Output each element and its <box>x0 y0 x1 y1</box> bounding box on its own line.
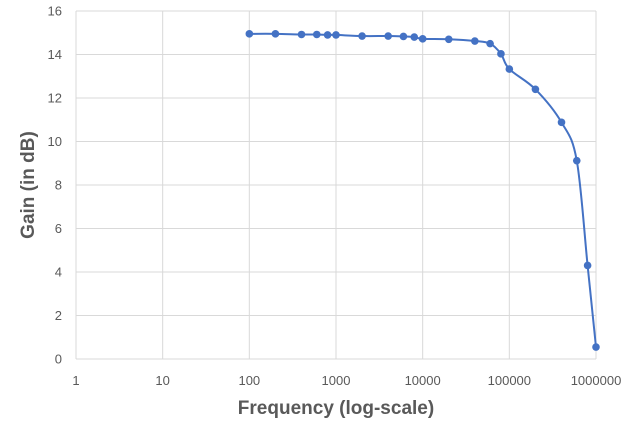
y-tick-label: 0 <box>55 352 62 367</box>
data-point <box>399 32 408 41</box>
tick-labels: 0 2 4 6 8 10 12 14 16 1 10 100 1000 10000 100000 100000… <box>48 4 622 389</box>
y-axis-title: Gain (in dB) <box>18 131 39 239</box>
y-tick-label: 2 <box>55 308 62 323</box>
data-point <box>505 65 514 73</box>
data-point <box>418 35 427 43</box>
data-point <box>583 261 592 270</box>
y-tick-label: 16 <box>48 4 62 19</box>
y-tick-label: 12 <box>48 91 62 106</box>
data-point <box>531 85 540 94</box>
x-tick-label: 10 <box>155 373 169 388</box>
data-point <box>297 30 306 39</box>
x-tick-label: 100000 <box>488 373 531 388</box>
data-point <box>572 156 581 165</box>
y-tick-label: 14 <box>48 47 62 62</box>
x-axis-title: Frequency (log-scale) <box>238 398 434 419</box>
data-point <box>592 343 600 351</box>
data-point <box>384 32 392 40</box>
x-tick-label: 10000 <box>405 373 441 388</box>
data-point <box>486 39 494 48</box>
data-point <box>444 35 453 44</box>
data-point <box>245 30 254 38</box>
grid-lines <box>75 10 597 360</box>
series-group <box>245 30 600 351</box>
data-point <box>358 32 366 40</box>
y-tick-label: 8 <box>55 178 62 193</box>
data-point <box>410 33 419 41</box>
data-point <box>471 37 479 45</box>
x-tick-label: 1 <box>72 373 79 388</box>
data-point <box>497 50 505 58</box>
data-point <box>312 30 321 39</box>
data-point <box>557 118 566 127</box>
y-tick-label: 4 <box>55 265 62 280</box>
x-tick-label: 1000000 <box>571 373 622 388</box>
data-point <box>323 31 332 39</box>
data-point <box>332 31 340 39</box>
data-point <box>271 30 280 38</box>
x-tick-label: 100 <box>238 373 260 388</box>
x-tick-label: 1000 <box>322 373 351 388</box>
y-tick-label: 10 <box>48 134 62 149</box>
y-tick-label: 6 <box>55 221 62 236</box>
